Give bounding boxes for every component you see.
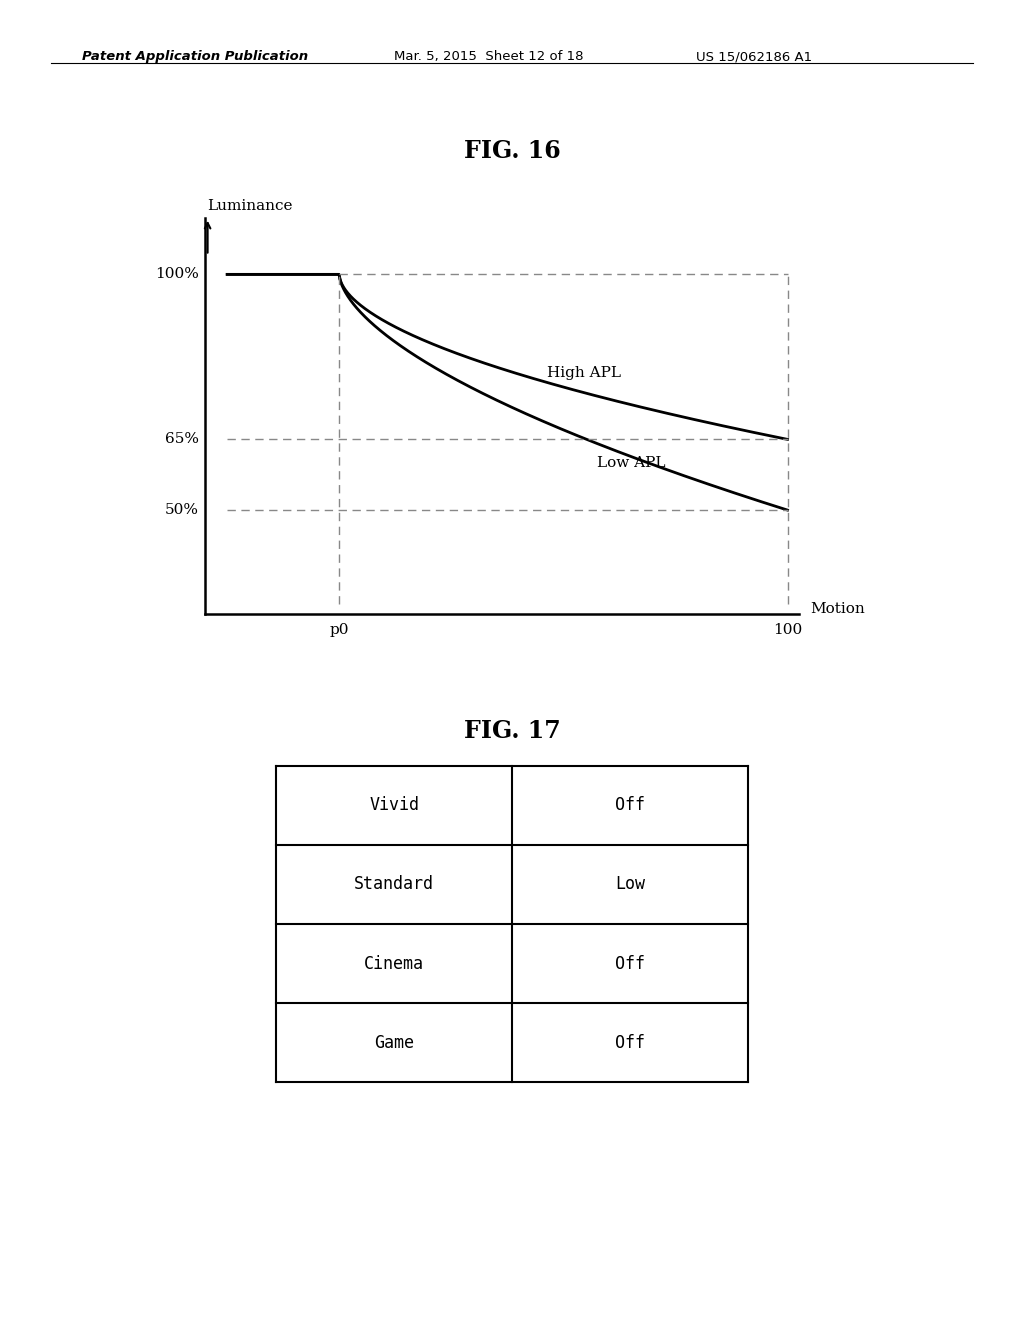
Text: Patent Application Publication: Patent Application Publication [82, 50, 308, 63]
Text: FIG. 17: FIG. 17 [464, 719, 560, 743]
Text: Low: Low [614, 875, 645, 894]
Text: Standard: Standard [354, 875, 434, 894]
Text: Low APL: Low APL [597, 455, 666, 470]
Text: Off: Off [614, 954, 645, 973]
Text: Mar. 5, 2015  Sheet 12 of 18: Mar. 5, 2015 Sheet 12 of 18 [394, 50, 584, 63]
Text: FIG. 16: FIG. 16 [464, 139, 560, 162]
Text: p0: p0 [330, 623, 349, 638]
Text: Cinema: Cinema [365, 954, 424, 973]
Text: Vivid: Vivid [370, 796, 419, 814]
Text: Game: Game [374, 1034, 415, 1052]
Text: 50%: 50% [165, 503, 200, 517]
Text: US 15/062186 A1: US 15/062186 A1 [696, 50, 812, 63]
Text: 100: 100 [773, 623, 802, 638]
Text: Off: Off [614, 796, 645, 814]
Text: Motion: Motion [810, 602, 864, 616]
Text: Luminance: Luminance [208, 199, 293, 213]
Text: 65%: 65% [165, 433, 200, 446]
Text: 100%: 100% [156, 268, 200, 281]
Text: High APL: High APL [547, 367, 621, 380]
Text: Off: Off [614, 1034, 645, 1052]
